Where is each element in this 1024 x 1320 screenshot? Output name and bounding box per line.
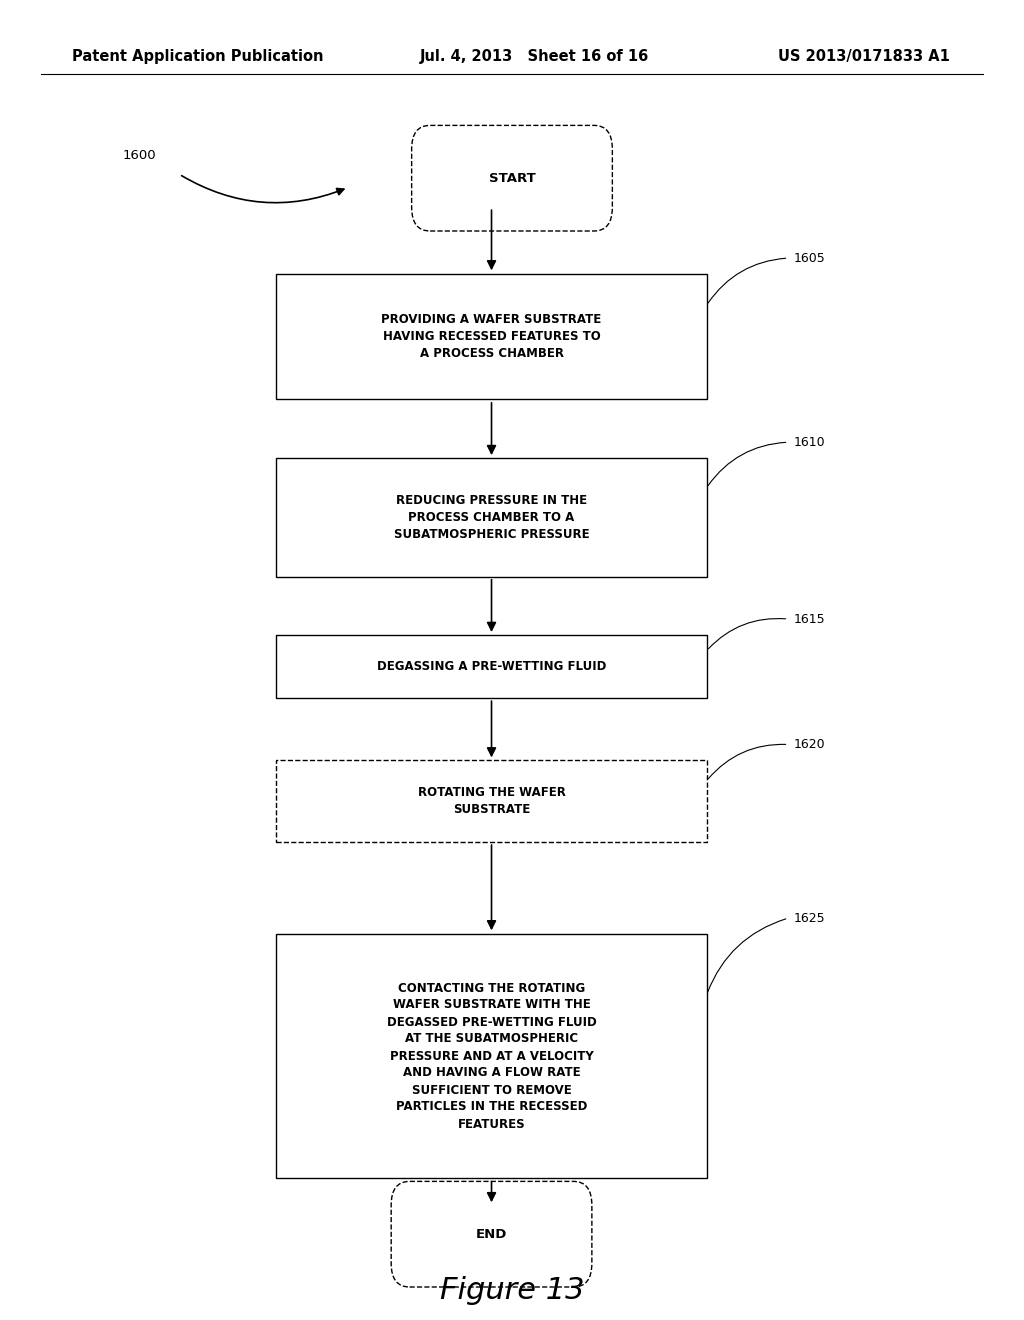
Text: US 2013/0171833 A1: US 2013/0171833 A1 <box>778 49 950 65</box>
FancyBboxPatch shape <box>276 275 707 399</box>
Text: 1605: 1605 <box>794 252 825 264</box>
FancyBboxPatch shape <box>412 125 612 231</box>
Text: Figure 13: Figure 13 <box>439 1276 585 1305</box>
Text: 1620: 1620 <box>794 738 825 751</box>
Text: PROVIDING A WAFER SUBSTRATE
HAVING RECESSED FEATURES TO
A PROCESS CHAMBER: PROVIDING A WAFER SUBSTRATE HAVING RECES… <box>381 313 602 360</box>
Text: 1600: 1600 <box>123 149 157 162</box>
Text: START: START <box>488 172 536 185</box>
Text: Jul. 4, 2013   Sheet 16 of 16: Jul. 4, 2013 Sheet 16 of 16 <box>420 49 649 65</box>
Text: CONTACTING THE ROTATING
WAFER SUBSTRATE WITH THE
DEGASSED PRE-WETTING FLUID
AT T: CONTACTING THE ROTATING WAFER SUBSTRATE … <box>387 982 596 1130</box>
Text: 1615: 1615 <box>794 612 825 626</box>
Text: END: END <box>476 1228 507 1241</box>
Text: 1625: 1625 <box>794 912 825 924</box>
Text: 1610: 1610 <box>794 436 825 449</box>
Text: ROTATING THE WAFER
SUBSTRATE: ROTATING THE WAFER SUBSTRATE <box>418 787 565 816</box>
FancyBboxPatch shape <box>276 760 707 842</box>
Text: DEGASSING A PRE-WETTING FLUID: DEGASSING A PRE-WETTING FLUID <box>377 660 606 673</box>
FancyBboxPatch shape <box>391 1181 592 1287</box>
FancyBboxPatch shape <box>276 635 707 698</box>
FancyBboxPatch shape <box>276 935 707 1177</box>
Text: REDUCING PRESSURE IN THE
PROCESS CHAMBER TO A
SUBATMOSPHERIC PRESSURE: REDUCING PRESSURE IN THE PROCESS CHAMBER… <box>393 494 590 541</box>
Text: Patent Application Publication: Patent Application Publication <box>72 49 324 65</box>
FancyBboxPatch shape <box>276 458 707 577</box>
